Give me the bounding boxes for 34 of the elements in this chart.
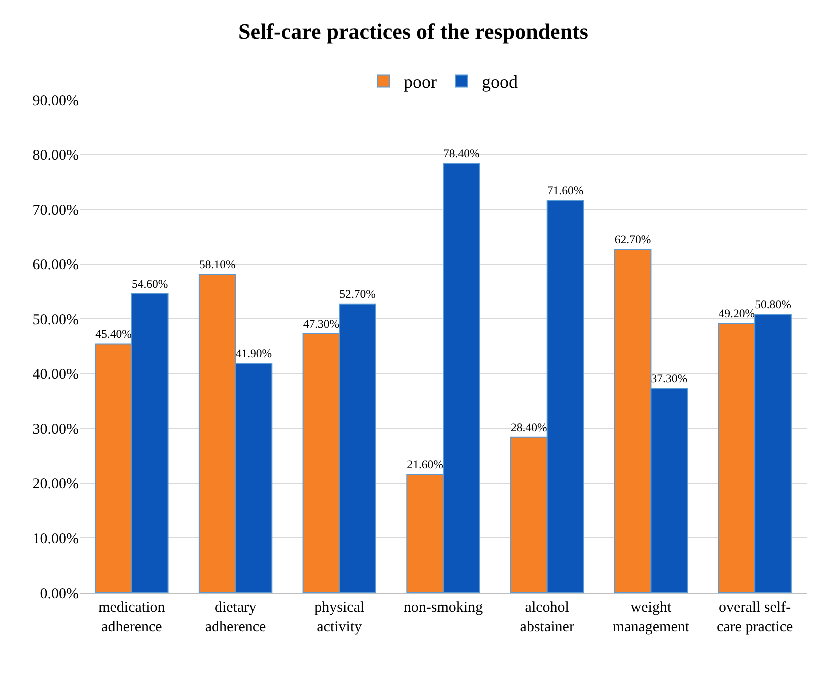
x-tick-label: alcohol abstainer xyxy=(520,600,574,636)
x-tick-label: overall self-care practice xyxy=(716,600,794,636)
y-tick-label: 60.00% xyxy=(32,258,79,274)
data-label: 54.60% xyxy=(132,278,168,291)
data-label: 78.40% xyxy=(444,147,480,160)
data-label: 52.70% xyxy=(340,288,376,302)
data-label: 28.40% xyxy=(511,421,548,434)
x-tick-label: non-smoking xyxy=(404,600,484,616)
chart-title: Self-care practices of the respondents xyxy=(238,18,589,44)
y-tick-label: 0.00% xyxy=(40,586,79,602)
data-label: 49.20% xyxy=(718,307,756,320)
data-label: 62.70% xyxy=(614,233,652,246)
data-label: 45.40% xyxy=(96,328,132,342)
y-tick-label: 10.00% xyxy=(32,531,79,548)
legend-label: poor xyxy=(404,72,437,92)
x-tick-label: weight management xyxy=(612,600,690,636)
y-tick-label: 40.00% xyxy=(32,367,79,384)
y-tick-label: 20.00% xyxy=(32,476,79,493)
x-tick-label: physical activity xyxy=(314,600,365,636)
legend-label: good xyxy=(482,72,518,92)
x-tick-label: medication adherence xyxy=(98,600,166,636)
data-label: 37.30% xyxy=(651,372,688,386)
data-label: 21.60% xyxy=(407,458,444,472)
y-tick-label: 50.00% xyxy=(32,312,79,328)
data-label: 71.60% xyxy=(547,184,584,198)
y-tick-label: 70.00% xyxy=(32,202,79,219)
x-tick-label: dietary adherence xyxy=(205,600,267,636)
data-label: 58.10% xyxy=(199,258,236,272)
data-label: 50.80% xyxy=(755,298,792,312)
y-tick-label: 90.00% xyxy=(32,93,79,110)
y-tick-label: 80.00% xyxy=(32,148,79,164)
y-tick-label: 30.00% xyxy=(32,422,79,438)
data-label: 47.30% xyxy=(303,318,340,331)
data-label: 41.90% xyxy=(236,347,272,360)
